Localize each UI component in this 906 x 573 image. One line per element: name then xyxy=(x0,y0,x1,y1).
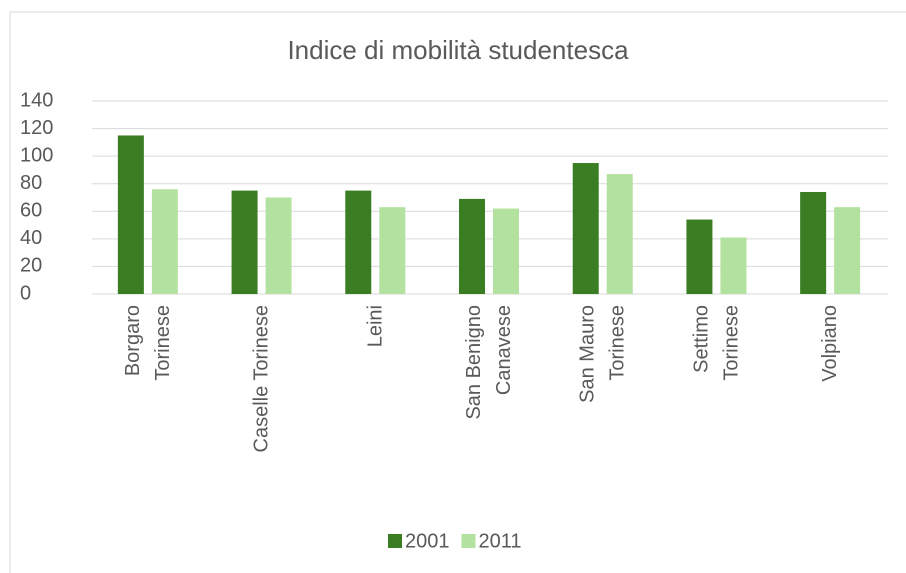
y-tick-label: 140 xyxy=(20,89,53,111)
bar xyxy=(459,198,485,294)
x-tick-label: Caselle Torinese xyxy=(251,305,273,453)
bar xyxy=(572,163,599,294)
chart-border xyxy=(9,11,906,573)
y-tick-label: 20 xyxy=(20,255,42,277)
y-tick-label: 40 xyxy=(20,227,42,249)
bar xyxy=(117,135,144,294)
bar xyxy=(379,207,406,294)
bar xyxy=(151,189,178,294)
bar xyxy=(493,208,519,294)
x-tick-label: San Benigno Canavese xyxy=(463,305,515,420)
x-tick-label: Leini xyxy=(365,305,387,347)
x-tick-label: Settimo Torinese xyxy=(691,305,743,381)
bar xyxy=(231,190,258,294)
legend-swatch xyxy=(388,534,402,548)
bar xyxy=(345,190,372,294)
bar xyxy=(720,237,747,294)
y-tick-label: 100 xyxy=(20,144,53,166)
bar xyxy=(606,174,633,294)
chart-title: Indice di mobilità studentesca xyxy=(287,35,629,65)
y-tick-label: 80 xyxy=(20,172,42,194)
y-tick-label: 120 xyxy=(20,117,53,139)
x-tick-label: Borgaro Torinese xyxy=(122,305,174,381)
x-tick-label: Volpiano xyxy=(819,305,841,382)
legend-label: 2011 xyxy=(479,530,522,552)
legend-label: 2001 xyxy=(405,530,450,552)
y-tick-label: 0 xyxy=(20,282,31,304)
bar xyxy=(834,207,861,294)
y-tick-label: 60 xyxy=(20,200,42,222)
legend-swatch xyxy=(461,534,476,548)
bar xyxy=(800,191,827,294)
bar xyxy=(686,219,713,294)
bar xyxy=(265,197,292,294)
x-tick-label: San Mauro Torinese xyxy=(577,305,629,403)
